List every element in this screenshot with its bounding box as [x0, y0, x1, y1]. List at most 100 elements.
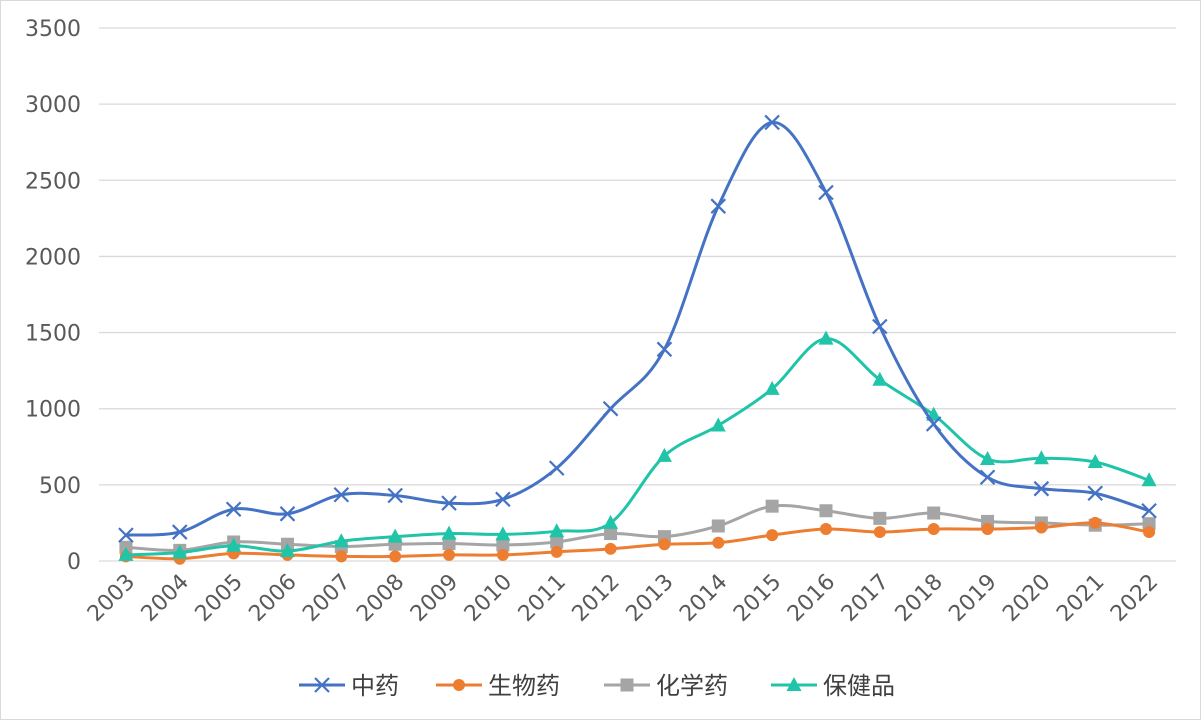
data-point	[604, 527, 618, 541]
data-point	[496, 548, 509, 561]
x-tick-label: 2020	[998, 570, 1055, 627]
data-point	[226, 537, 242, 552]
data-point	[765, 499, 779, 513]
data-point	[279, 506, 296, 522]
series-line	[124, 337, 1151, 557]
data-point	[658, 538, 671, 551]
data-point	[387, 528, 403, 543]
data-point	[712, 536, 725, 549]
data-point	[927, 506, 941, 520]
data-point	[1141, 472, 1157, 487]
legend-marker	[620, 678, 634, 692]
legend-item: 化学药	[604, 672, 728, 700]
data-point	[979, 469, 996, 486]
x-tick-label: 2010	[460, 570, 517, 627]
data-point	[1035, 521, 1048, 534]
x-tick-label: 2012	[568, 570, 625, 627]
data-point	[981, 523, 994, 536]
legend-item: 中药	[299, 672, 399, 700]
y-tick-label: 500	[39, 474, 81, 499]
y-tick-label: 3500	[25, 17, 81, 42]
data-point	[333, 486, 350, 503]
data-point	[819, 504, 833, 518]
data-point	[1033, 450, 1049, 465]
data-point	[171, 524, 188, 540]
x-tick-label: 2022	[1106, 570, 1163, 627]
data-point	[602, 400, 619, 417]
data-point	[549, 523, 565, 538]
data-point	[550, 535, 564, 549]
legend-marker	[786, 677, 802, 691]
data-point	[656, 447, 672, 462]
series-layer	[118, 114, 1157, 565]
data-point	[279, 543, 295, 558]
legend-marker	[314, 677, 330, 693]
x-tick-label: 2014	[675, 570, 732, 627]
data-point	[980, 450, 996, 465]
y-tick-label: 2000	[25, 245, 81, 270]
data-point	[441, 525, 457, 540]
data-point	[495, 526, 511, 541]
x-tick-label: 2008	[352, 570, 409, 627]
data-point	[225, 501, 242, 518]
data-point	[873, 511, 887, 525]
data-point	[441, 495, 457, 511]
legend-label: 生物药	[488, 672, 560, 700]
y-tick-label: 0	[67, 550, 81, 575]
series-line	[124, 521, 1151, 561]
data-point	[927, 523, 940, 536]
data-point	[387, 487, 403, 504]
data-point	[548, 460, 565, 476]
legend-label: 保健品	[823, 672, 895, 700]
x-axis-ticks: 2003200420052006200720082009201020112012…	[83, 570, 1163, 627]
x-tick-label: 2011	[514, 570, 571, 627]
x-tick-label: 2013	[621, 570, 678, 627]
x-tick-label: 2009	[406, 570, 463, 627]
x-tick-label: 2021	[1052, 570, 1109, 627]
data-point	[1142, 517, 1156, 531]
legend-item: 生物药	[436, 672, 560, 700]
y-tick-label: 2500	[25, 169, 81, 194]
data-point	[550, 545, 563, 558]
data-point	[710, 417, 726, 432]
x-tick-label: 2007	[298, 570, 355, 627]
series-line	[124, 120, 1151, 537]
x-tick-label: 2005	[191, 570, 248, 627]
data-point	[1089, 516, 1102, 529]
legend-marker	[453, 679, 465, 691]
data-point	[764, 380, 780, 395]
data-point	[872, 371, 888, 386]
y-axis-ticks: 0 500 1000 1500 2000 2500 3000 3500	[25, 17, 81, 575]
x-tick-label: 2004	[137, 570, 194, 627]
legend-item: 保健品	[771, 672, 895, 700]
data-point	[496, 538, 510, 552]
series-triangle	[118, 330, 1157, 561]
y-tick-label: 1500	[25, 322, 81, 347]
gridlines	[99, 27, 1176, 562]
data-point	[1087, 485, 1103, 502]
data-point	[443, 548, 456, 561]
x-tick-label: 2016	[783, 570, 840, 627]
data-point	[764, 114, 780, 131]
x-tick-label: 2019	[944, 570, 1001, 627]
data-point	[333, 533, 349, 548]
data-point	[335, 550, 348, 563]
y-tick-label: 3000	[25, 93, 81, 118]
data-point	[1033, 480, 1050, 497]
legend-label: 中药	[351, 672, 399, 700]
data-point	[604, 542, 617, 555]
y-tick-label: 1000	[25, 398, 81, 423]
data-point	[495, 491, 511, 508]
data-point	[1087, 454, 1103, 469]
x-tick-label: 2015	[729, 570, 786, 627]
data-point	[603, 514, 619, 529]
series-circle	[119, 516, 1156, 565]
data-point	[118, 546, 134, 561]
data-point	[172, 544, 188, 559]
data-point	[389, 550, 402, 563]
data-point	[873, 526, 886, 539]
x-tick-label: 2018	[891, 570, 948, 627]
data-point	[710, 198, 727, 214]
